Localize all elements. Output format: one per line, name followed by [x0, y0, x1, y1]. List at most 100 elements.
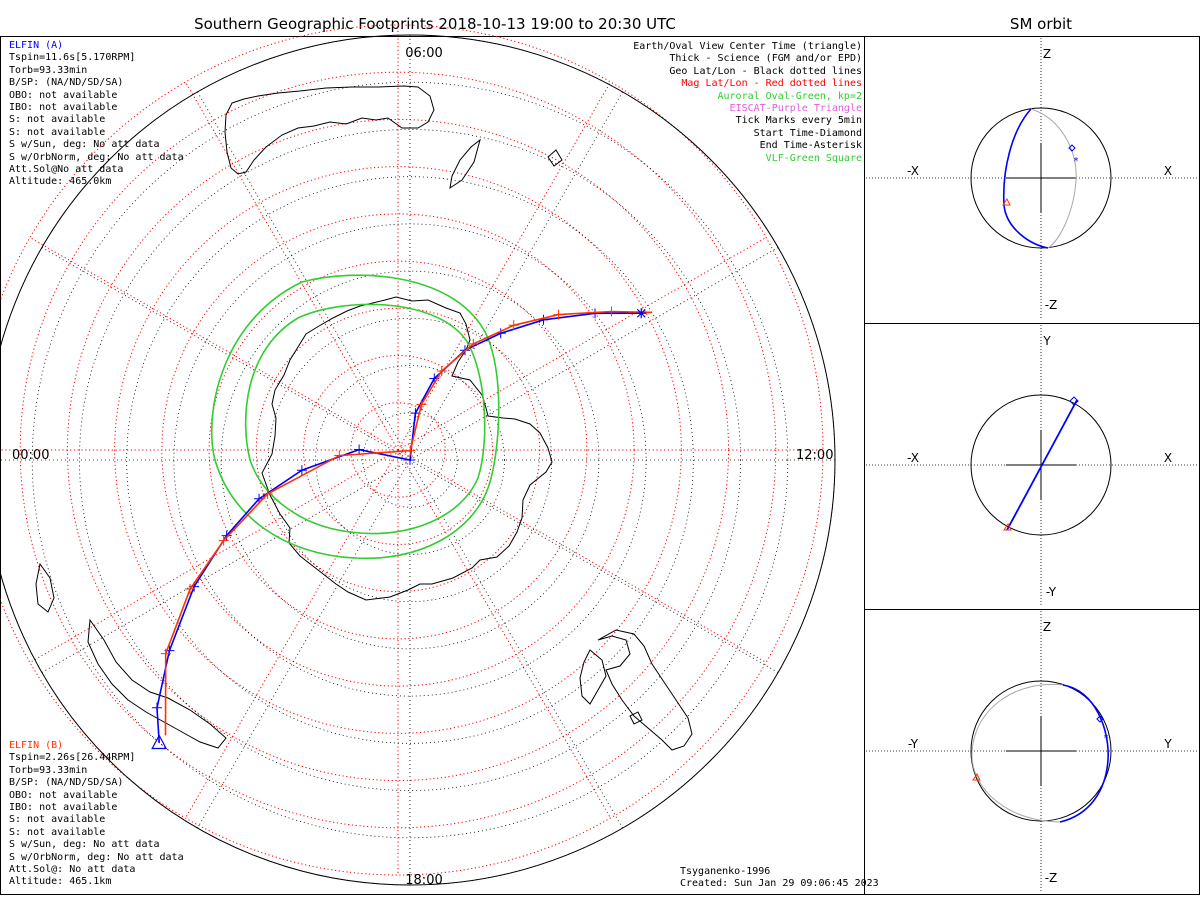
orbit-panel: Z -Z -X X	[866, 38, 1198, 318]
coast-kerguelen	[547, 149, 563, 167]
legend: Earth/Oval View Center Time (triangle) Th…	[633, 41, 862, 165]
coast-africa	[224, 85, 435, 175]
elfin-a-track-tick	[296, 465, 307, 476]
mag-lon-line	[29, 449, 399, 663]
mlt-label-right: 12:00	[796, 448, 833, 463]
view-center-triangle	[151, 734, 168, 750]
elfin-b-track-tick	[405, 445, 416, 456]
mag-lat-circle	[303, 355, 493, 545]
orbit-axis-label-left: -X	[907, 164, 919, 178]
mag-lat-circle	[0, 24, 824, 876]
elfin-a-info-line: S w/OrbNorm, deg: No att data	[9, 151, 184, 163]
orbit-xz-diamond	[1068, 144, 1076, 152]
mag-lon-line	[397, 449, 767, 663]
coast-australia	[87, 618, 227, 749]
elfin-b-track-tick	[185, 584, 196, 595]
elfin-a-info-line: IBO: not available	[9, 102, 118, 114]
orbit-axis-label-up: Z	[1043, 620, 1051, 634]
elfin-a-info-line: S: not available	[9, 126, 106, 138]
mag-lat-circle	[19, 71, 777, 829]
mlt-label-left: 00:00	[12, 448, 49, 463]
footprint-tracks	[151, 306, 652, 750]
elfin-b-info-line: IBO: not available	[9, 802, 118, 814]
elfin-b-track-tick	[334, 450, 345, 461]
elfin-b-info-line: Att.Sol@: No att data	[9, 864, 136, 876]
geo-lat-circle	[315, 365, 505, 555]
geo-lat-circle	[79, 129, 741, 791]
legend-entry: Start Time-Diamond	[753, 127, 862, 139]
coast-falklands	[629, 711, 643, 725]
magnetic-grid	[0, 24, 824, 876]
elfin-a-track-tick	[405, 455, 415, 465]
mag-lat-circle	[208, 260, 588, 640]
map-title: Southern Geographic Footprints 2018-10-1…	[194, 15, 676, 33]
coast-madagascar	[449, 138, 481, 190]
orbit-yz-gray	[971, 683, 1064, 823]
orbit-axis-label-right: X	[1164, 164, 1172, 178]
orbit-yz-blue	[1059, 684, 1109, 823]
auroral-oval-inner	[244, 303, 486, 535]
orbit-axis-label-up: Y	[1042, 334, 1051, 348]
geo-lat-circle	[31, 81, 789, 839]
elfin-b-info-line: S: not available	[9, 814, 106, 826]
elfin-b-track-tick	[508, 320, 519, 331]
mag-lon-line	[397, 449, 611, 819]
elfin-a-name: ELFIN (A)	[9, 40, 64, 51]
elfin-b-info: ELFIN (B) Tspin=2.26s[26.44RPM] Torb=93.3…	[9, 740, 184, 889]
elfin-a-track-tick	[221, 530, 232, 541]
geo-lon-line	[409, 247, 779, 461]
elfin-b-track-tick	[553, 309, 564, 320]
legend-entry: End Time-Asterisk	[759, 140, 862, 152]
elfin-a-info-line: S w/Sun, deg: No att data	[9, 139, 160, 151]
legend-entry: Tick Marks every 5min	[735, 115, 862, 127]
legend-entry: Mag Lat/Lon - Red dotted lines	[681, 78, 862, 90]
elfin-b-info-line: OBO: not available	[9, 789, 118, 801]
orbit-axis-label-down: -Z	[1045, 871, 1058, 885]
orbit-xz-start	[1002, 198, 1011, 206]
orbit-axis-label-down: -Y	[1046, 585, 1057, 599]
end-asterisk	[636, 308, 647, 319]
orbit-axis-label-left: -X	[907, 451, 919, 465]
mag-lon-line	[185, 81, 399, 451]
geo-lon-line	[197, 91, 411, 461]
auroral-oval-outer	[210, 274, 500, 560]
credit-model: Tsyganenko-1996	[680, 866, 771, 877]
elfin-b-info-line: S w/Sun, deg: No att data	[9, 839, 160, 851]
orbit-panel: Y -Y -X X	[866, 325, 1198, 605]
elfin-b-track-tick	[416, 399, 427, 410]
elfin-b-track-tick	[160, 648, 171, 659]
earth-outline	[970, 394, 1112, 536]
orbit-yz-diamond	[1096, 715, 1104, 723]
coast-antarctica	[261, 296, 553, 601]
elfin-b-track-tick	[436, 366, 447, 377]
elfin-b-lines: Tspin=2.26s[26.44RPM] Torb=93.33min B/SP: …	[9, 752, 184, 888]
coast-south-america	[597, 629, 693, 751]
mlt-label-top: 06:00	[405, 46, 442, 61]
earth-outline	[970, 107, 1112, 249]
coast-newzealand	[35, 562, 55, 613]
elfin-b-info-line: B/SP: (NA/ND/SD/SA)	[9, 777, 124, 789]
elfin-b-info-line: Tspin=2.26s[26.44RPM]	[9, 752, 136, 764]
orbit-axis-label-right: Y	[1163, 737, 1172, 751]
elfin-b-name: ELFIN (B)	[9, 740, 64, 751]
orbit-yz-asterisk: *	[1104, 733, 1109, 744]
credit-created: Created: Sun Jan 29 09:06:45 2023	[680, 878, 879, 889]
geo-lat-circle	[126, 176, 694, 744]
orbit-yz-start	[972, 773, 981, 781]
earth-limb	[0, 34, 836, 886]
orbit-axis-label-right: X	[1164, 451, 1172, 465]
legend-entry: Earth/Oval View Center Time (triangle)	[633, 41, 862, 52]
elfin-a-info-line: Altitude: 465.0km	[9, 176, 112, 188]
mlt-label-bottom: 18:00	[405, 873, 442, 888]
geo-lon-line	[409, 91, 623, 461]
orbit-xz-gray	[1030, 108, 1077, 249]
orbit-axis-label-up: Z	[1043, 47, 1051, 61]
orbit-xy-start	[1003, 523, 1012, 531]
elfin-b-track-line	[164, 310, 652, 736]
mag-lat-circle	[66, 118, 730, 782]
orbit-axis-label-left: -Y	[908, 737, 919, 751]
mag-lon-line	[185, 449, 399, 819]
geo-lon-line	[41, 247, 411, 461]
auroral-oval	[210, 274, 500, 560]
